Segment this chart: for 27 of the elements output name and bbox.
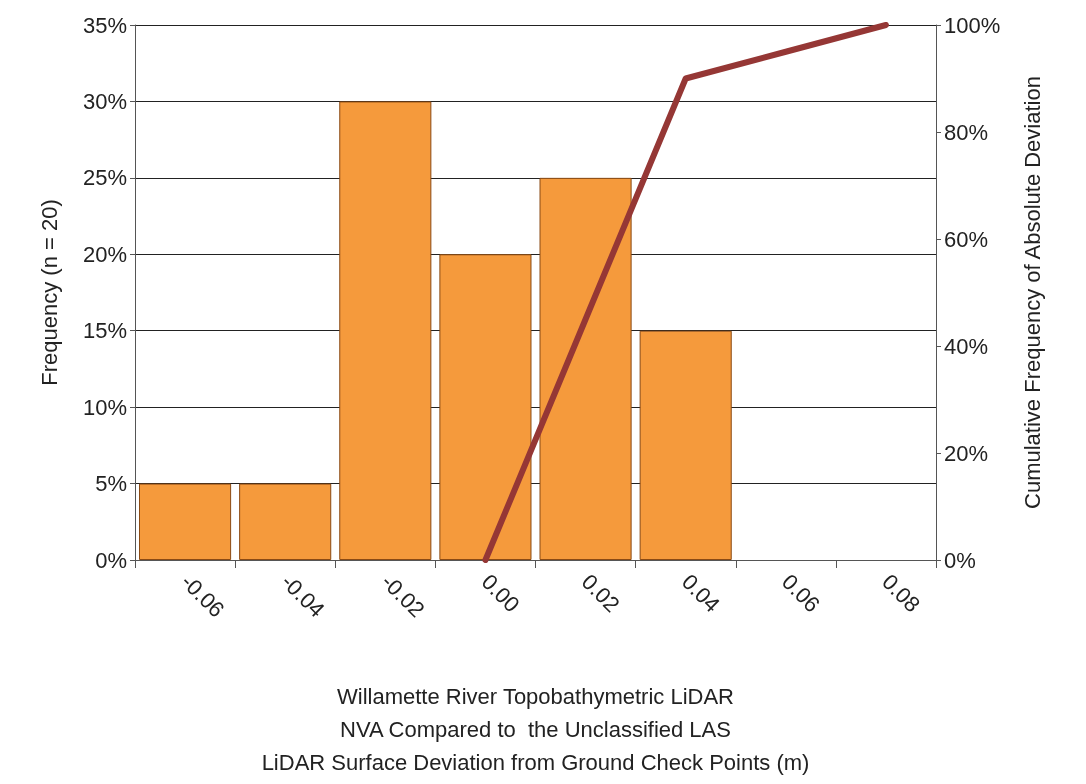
- bar: [639, 330, 732, 560]
- x-axis-title: Willamette River Topobathymetric LiDAR NVA Compared to the Unclassified LAS LiDAR Surface Deviation from Ground Check Points (m): [261, 684, 810, 775]
- y-tick-label: 15%: [82, 318, 127, 344]
- x-tick-label: 0.08: [877, 569, 926, 618]
- y-tick-label: 20%: [82, 241, 127, 267]
- y2-tick-label: 20%: [944, 440, 989, 466]
- y-tick-label: 30%: [82, 88, 127, 114]
- y2-tick-label: 40%: [944, 333, 989, 359]
- bar: [539, 177, 632, 560]
- y2-tick-label: 60%: [944, 226, 989, 252]
- y-tick-label: 25%: [82, 165, 127, 191]
- y2-axis-title: Cumulative Frequency of Absolute Deviation: [1019, 76, 1045, 509]
- bar: [339, 101, 432, 560]
- y-tick-label: 10%: [82, 394, 127, 420]
- bar: [239, 483, 332, 560]
- y2-tick-label: 0%: [944, 547, 976, 573]
- bar: [439, 254, 532, 560]
- y-tick-label: 35%: [82, 12, 127, 38]
- y2-tick-label: 80%: [944, 119, 989, 145]
- y-tick-label: 5%: [95, 471, 127, 497]
- y-axis-title: Frequency (n = 20): [36, 199, 62, 386]
- x-tick-label: 0.06: [776, 569, 825, 618]
- y-tick-label: 0%: [95, 547, 127, 573]
- x-tick-label: 0.00: [476, 569, 525, 618]
- bar: [139, 483, 232, 560]
- x-tick-label: 0.04: [676, 569, 725, 618]
- y2-tick-label: 100%: [944, 12, 1001, 38]
